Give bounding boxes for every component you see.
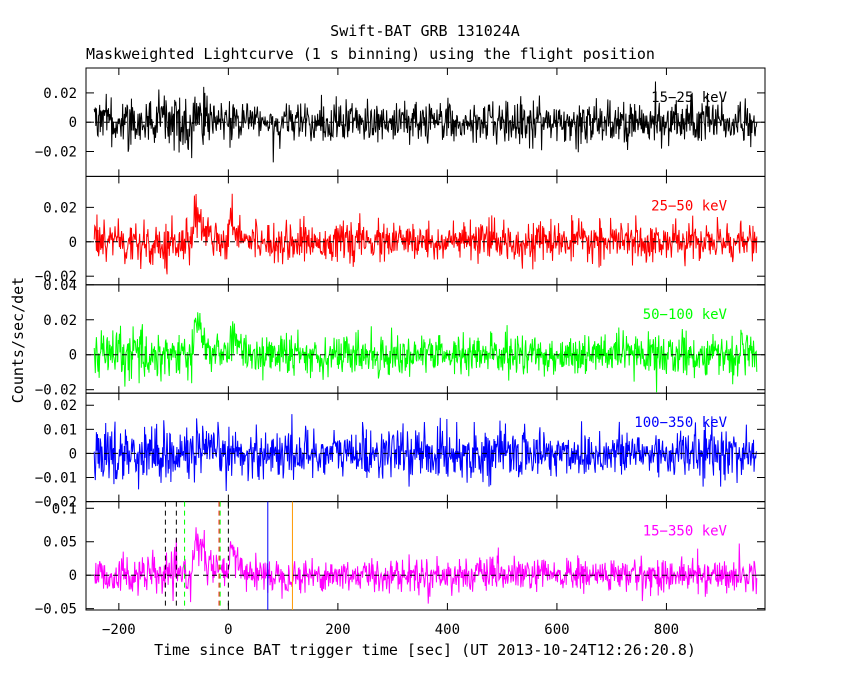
y-tick-label: −0.01 xyxy=(35,471,77,487)
chart-title: Swift-BAT GRB 131024A xyxy=(330,22,520,40)
lightcurve-series xyxy=(93,312,758,393)
y-tick-label: 0.02 xyxy=(43,313,77,329)
y-axis-label: Counts/sec/det xyxy=(9,277,27,403)
y-tick-label: 0 xyxy=(69,115,77,131)
x-tick-label: 0 xyxy=(224,622,232,638)
panel-3: −0.02 0 0.02 0.04 50−100 keV xyxy=(35,278,766,399)
y-tick-label: 0.02 xyxy=(43,86,77,102)
x-tick-label: −200 xyxy=(102,622,136,638)
lightcurve-series xyxy=(93,81,758,163)
x-tick-label: 200 xyxy=(325,622,350,638)
lightcurve-series xyxy=(93,193,758,275)
panel-frame xyxy=(85,175,766,286)
x-tick-label: 600 xyxy=(544,622,569,638)
y-tick-label: 0.02 xyxy=(43,200,77,216)
chart-subtitle: Maskweighted Lightcurve (1 s binning) us… xyxy=(86,45,655,63)
y-tick-label: −0.02 xyxy=(35,495,77,511)
band-label: 100−350 keV xyxy=(634,415,727,431)
panel-frame xyxy=(85,501,766,611)
panel-2: −0.02 0 0.02 25−50 keV xyxy=(35,175,766,286)
y-tick-label: 0 xyxy=(69,446,77,462)
band-label: 25−50 keV xyxy=(651,198,727,214)
panel-1: −0.02 0 0.02 15−25 keV xyxy=(35,67,766,177)
y-tick-label: 0.05 xyxy=(43,535,77,551)
y-tick-label: −0.02 xyxy=(35,144,77,160)
y-tick-label: 0.1 xyxy=(52,501,77,517)
x-tick-label: 800 xyxy=(654,622,679,638)
panel-5: −0.05 0 0.05 0.1 15−350 keV xyxy=(35,501,766,618)
y-tick-label: 0.02 xyxy=(43,398,77,414)
y-tick-label: −0.05 xyxy=(35,602,77,618)
y-tick-label: 0 xyxy=(69,235,77,251)
y-tick-label: −0.02 xyxy=(35,383,77,399)
x-axis-label: Time since BAT trigger time [sec] (UT 20… xyxy=(154,641,696,659)
x-tick-label: 400 xyxy=(435,622,460,638)
panel-4: −0.02 −0.01 0 0.01 0.02 100−350 keV xyxy=(35,392,766,511)
band-label: 15−350 keV xyxy=(643,524,728,540)
lightcurve-series xyxy=(93,414,758,492)
band-label: 50−100 keV xyxy=(643,307,728,323)
y-tick-label: −0.02 xyxy=(35,269,77,285)
y-tick-label: 0.04 xyxy=(43,278,77,294)
lightcurve-series xyxy=(93,527,758,604)
band-label: 15−25 keV xyxy=(651,90,727,106)
y-tick-label: 0 xyxy=(69,348,77,364)
y-tick-label: 0.01 xyxy=(43,422,77,438)
y-tick-label: 0 xyxy=(69,568,77,584)
